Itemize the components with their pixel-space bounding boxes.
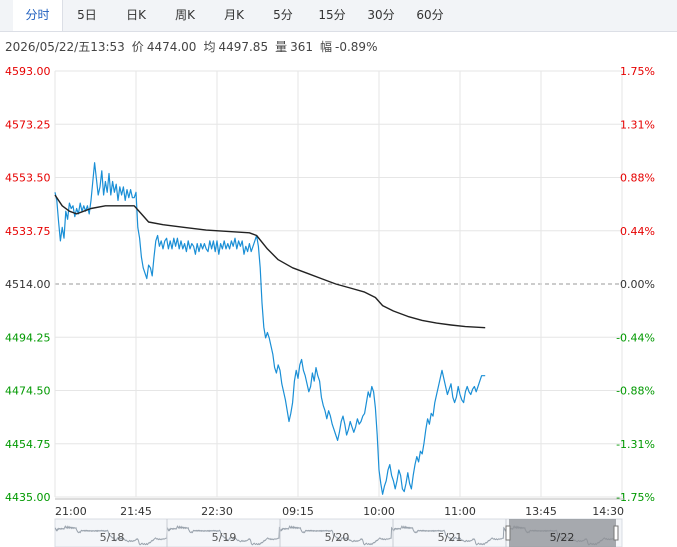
info-change: -0.89% — [335, 40, 378, 54]
price-axis: 4593.00 4573.25 4553.50 4533.75 4514.00 4494.… — [5, 65, 51, 504]
price-tick-label: 4474.50 — [5, 385, 51, 398]
price-tick-label: 4494.25 — [5, 331, 51, 344]
navigator-right-handle[interactable] — [613, 525, 619, 541]
info-volume-label: 量 — [275, 40, 288, 54]
price-tick-label: 4454.75 — [5, 438, 51, 451]
time-tick-label: 21:45 — [120, 505, 152, 518]
grid-lines — [54, 70, 623, 498]
period-tab-bar: 分时 5日 日K 周K 月K 5分 15分 30分 60分 — [0, 0, 677, 32]
percent-tick-label: -1.75% — [616, 491, 655, 504]
percent-tick-label: -0.88% — [616, 385, 655, 398]
tab-30min[interactable]: 30分 — [367, 8, 395, 22]
tab-daily-k[interactable]: 日K — [126, 8, 146, 22]
range-navigator[interactable]: 5/18 5/19 5/20 5/21 5/22 — [54, 518, 623, 547]
tab-15min[interactable]: 15分 — [318, 8, 346, 22]
info-avg: 4497.85 — [218, 40, 269, 54]
tab-weekly-k[interactable]: 周K — [175, 8, 195, 22]
navigator-day-label: 5/22 — [550, 531, 575, 544]
time-tick-label: 10:00 — [363, 505, 395, 518]
navigator-day-label: 5/19 — [212, 531, 237, 544]
series-layer — [54, 162, 486, 495]
percent-axis: 1.75% 1.31% 0.88% 0.44% 0.00% -0.44% -0.88% -1.… — [616, 65, 655, 504]
tab-60min[interactable]: 60分 — [416, 8, 444, 22]
quote-info-bar: 2026/05/22/五13:53 价 4474.00 均 4497.85 量 361 幅 -0… — [5, 38, 384, 55]
info-price: 4474.00 — [146, 40, 197, 54]
time-tick-label: 11:00 — [444, 505, 476, 518]
average-price-line — [54, 194, 486, 329]
price-tick-label: 4435.00 — [5, 491, 51, 504]
percent-tick-label: 0.00% — [620, 278, 655, 291]
percent-tick-label: 0.44% — [620, 225, 655, 238]
info-datetime: 2026/05/22/五13:53 — [5, 40, 125, 54]
price-tick-label: 4573.25 — [5, 118, 51, 131]
percent-tick-label: 1.75% — [620, 65, 655, 78]
price-tick-label: 4533.75 — [5, 225, 51, 238]
time-tick-label: 13:45 — [525, 505, 557, 518]
tab-5day[interactable]: 5日 — [77, 8, 97, 22]
percent-tick-label: 1.31% — [620, 118, 655, 131]
price-tick-label: 4593.00 — [5, 65, 51, 78]
navigator-day-label: 5/20 — [325, 531, 350, 544]
navigator-day-label: 5/21 — [438, 531, 463, 544]
navigator-selection-window[interactable] — [509, 519, 616, 547]
time-tick-label: 22:30 — [201, 505, 233, 518]
price-tick-label: 4514.00 — [5, 278, 51, 291]
time-axis: 21:00 21:45 22:30 09:15 10:00 11:00 13:45 14:30 — [55, 498, 625, 518]
price-tick-label: 4553.50 — [5, 172, 51, 185]
tab-5min[interactable]: 5分 — [273, 8, 293, 22]
info-avg-label: 均 — [203, 40, 216, 54]
percent-tick-label: -0.44% — [616, 331, 655, 344]
navigator-left-handle[interactable] — [505, 525, 511, 541]
percent-tick-label: 0.88% — [620, 172, 655, 185]
tab-intraday[interactable]: 分时 — [13, 0, 63, 31]
info-change-label: 幅 — [320, 40, 333, 54]
price-line — [54, 162, 486, 495]
navigator-day-label: 5/18 — [100, 531, 125, 544]
info-price-label: 价 — [131, 40, 144, 54]
time-tick-label: 14:30 — [592, 505, 624, 518]
info-volume: 361 — [290, 40, 313, 54]
time-tick-label: 09:15 — [282, 505, 314, 518]
time-tick-label: 21:00 — [55, 505, 87, 518]
percent-tick-label: -1.31% — [616, 438, 655, 451]
tab-monthly-k[interactable]: 月K — [224, 8, 244, 22]
